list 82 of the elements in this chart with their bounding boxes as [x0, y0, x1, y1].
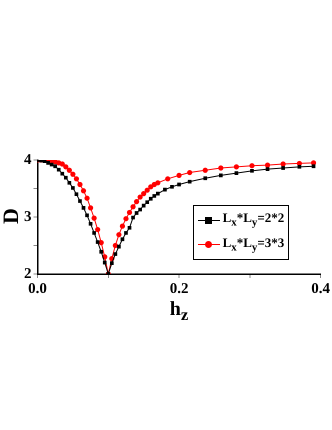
point: [264, 162, 270, 168]
point: [77, 182, 83, 188]
point: [92, 231, 96, 235]
point: [202, 168, 208, 173]
point: [218, 165, 224, 171]
point: [145, 200, 150, 204]
point: [70, 172, 76, 177]
point: [120, 237, 124, 242]
point: [60, 161, 65, 167]
y-axis-title: D: [0, 207, 24, 226]
point: [176, 172, 182, 178]
point: [312, 164, 316, 168]
point: [134, 211, 138, 215]
point: [170, 184, 174, 189]
point: [116, 232, 122, 238]
legend-label: L$_{x}$*L$_{y}$=3*3: [222, 234, 284, 256]
point: [134, 199, 140, 204]
point: [56, 168, 61, 172]
point: [152, 194, 156, 198]
point: [148, 196, 153, 201]
point: [123, 216, 129, 222]
point: [60, 172, 64, 176]
point: [188, 180, 192, 184]
point: [50, 162, 54, 166]
point: [130, 204, 136, 210]
point: [187, 170, 192, 176]
x-axis-title: h$_{z}$: [168, 298, 190, 325]
point: [126, 210, 132, 216]
point: [144, 188, 150, 193]
point: [281, 166, 285, 170]
point: [74, 176, 80, 182]
y-tick-label: 2: [24, 266, 32, 282]
point: [141, 191, 146, 196]
point: [84, 196, 90, 201]
point: [163, 188, 167, 192]
point: [88, 222, 92, 226]
point: [249, 163, 255, 168]
point: [155, 180, 160, 186]
point: [218, 174, 223, 178]
point: [114, 252, 118, 256]
point: [156, 192, 160, 196]
point: [53, 164, 58, 168]
x-tick-label: 0.4: [311, 280, 330, 297]
x-tick-label: 0.0: [28, 280, 47, 297]
y-tick-label: 3: [24, 208, 32, 225]
point: [63, 164, 68, 170]
y-tick-label: 4: [24, 152, 32, 168]
point: [234, 164, 239, 170]
point: [99, 250, 104, 254]
point: [124, 231, 128, 235]
point: [95, 226, 100, 232]
legend-label: L$_{x}$*L$_{y}$=2*2: [222, 209, 284, 231]
point: [165, 176, 170, 182]
point: [203, 176, 208, 180]
point: [88, 205, 94, 210]
point: [266, 167, 270, 171]
point: [80, 188, 86, 194]
point: [92, 216, 97, 221]
point: [71, 186, 75, 190]
point: [234, 171, 238, 175]
point: [74, 192, 78, 196]
point: [142, 204, 146, 208]
point: [78, 199, 82, 203]
point: [138, 194, 143, 200]
point: [177, 182, 181, 186]
point: [85, 213, 89, 218]
point: [117, 244, 121, 248]
point: [131, 216, 135, 220]
point: [68, 180, 72, 185]
point: [298, 165, 302, 169]
x-tick-label: 0.2: [170, 280, 188, 297]
point: [110, 261, 114, 266]
point: [280, 161, 286, 167]
point: [82, 206, 86, 210]
point: [120, 224, 126, 229]
point: [66, 168, 72, 173]
point: [250, 168, 254, 173]
point: [102, 260, 107, 264]
point: [128, 226, 132, 230]
point: [138, 208, 142, 212]
point: [96, 240, 100, 244]
point: [64, 176, 68, 180]
